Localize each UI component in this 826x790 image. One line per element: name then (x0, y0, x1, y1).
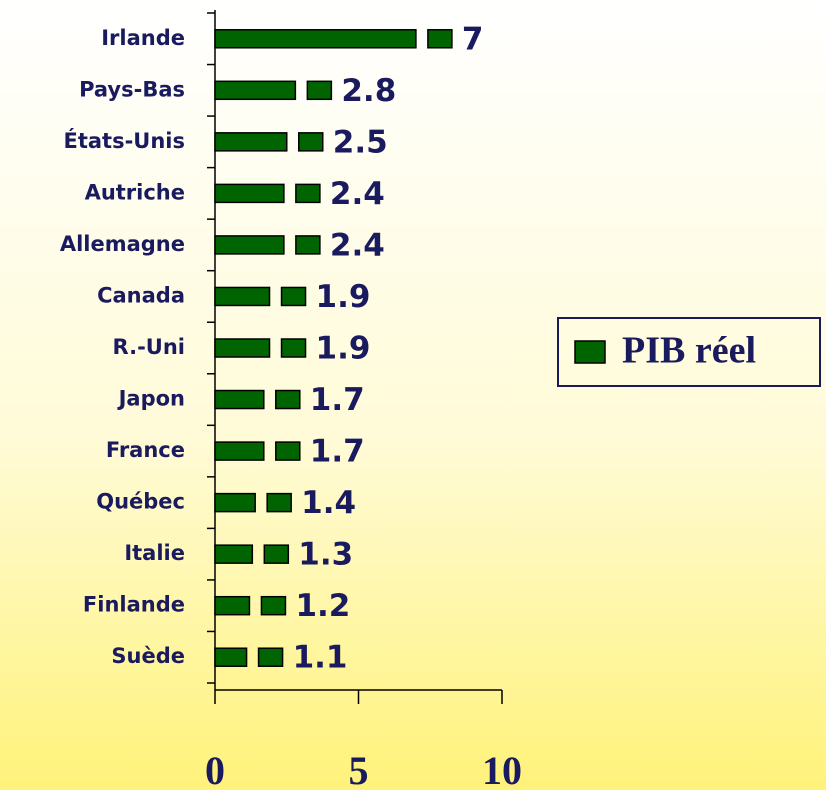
data-label: 1.7 (310, 382, 365, 418)
bar (214, 132, 288, 152)
y-tick-label: Québec (96, 490, 185, 514)
data-label: 1.3 (298, 537, 353, 573)
y-tick-label: Canada (97, 283, 185, 307)
bar (214, 183, 285, 204)
y-tick-label: Italie (124, 541, 185, 565)
data-label: 1.7 (310, 434, 365, 470)
data-label: 2.4 (330, 227, 385, 263)
legend-label: PIB réel (622, 330, 756, 372)
data-label-key (280, 338, 307, 358)
data-label: 1.2 (295, 588, 350, 624)
y-tick-label: Autriche (85, 180, 185, 204)
data-label: 1.1 (293, 640, 348, 676)
legend-box (557, 317, 821, 387)
data-label-key (306, 80, 333, 101)
bar (214, 286, 271, 307)
y-tick-label: Allemagne (60, 232, 185, 256)
data-label: 1.9 (316, 279, 371, 315)
data-label-key (260, 595, 287, 616)
data-label: 1.4 (301, 485, 356, 521)
data-label-key (295, 235, 321, 255)
bar (214, 235, 285, 255)
data-label: 2.8 (341, 73, 396, 109)
y-tick-label: France (106, 438, 185, 462)
data-label-key (280, 286, 307, 307)
bar (214, 492, 256, 513)
data-label-key (257, 647, 284, 667)
bar (214, 544, 254, 564)
bar (214, 80, 297, 101)
bar (214, 29, 417, 49)
data-label-key (266, 492, 292, 513)
y-tick-label: Irlande (101, 26, 185, 50)
data-label: 7 (462, 21, 484, 57)
x-tick-label: 5 (349, 748, 369, 790)
data-label-key (275, 389, 301, 410)
data-label-key (298, 132, 324, 152)
y-tick-label: Japon (117, 387, 185, 411)
data-label: 2.5 (333, 124, 388, 160)
data-label: 1.9 (316, 331, 371, 367)
bar (214, 441, 265, 461)
data-label-key (263, 544, 290, 564)
y-tick-label: Suède (111, 644, 185, 668)
y-tick-label: Pays-Bas (79, 77, 185, 101)
bar (214, 389, 265, 410)
x-tick-label: 0 (205, 748, 225, 790)
legend-key (574, 340, 606, 364)
y-tick-label: R.-Uni (113, 335, 185, 359)
data-label: 2.4 (330, 176, 385, 212)
data-label-key (275, 441, 301, 461)
y-tick-label: États-Unis (63, 128, 185, 153)
data-label-key (295, 183, 321, 204)
y-tick-label: Finlande (83, 593, 185, 617)
bar (214, 647, 248, 667)
data-label-key (427, 29, 453, 49)
bar (214, 595, 251, 616)
bar (214, 338, 271, 358)
x-tick-label: 10 (482, 748, 522, 790)
